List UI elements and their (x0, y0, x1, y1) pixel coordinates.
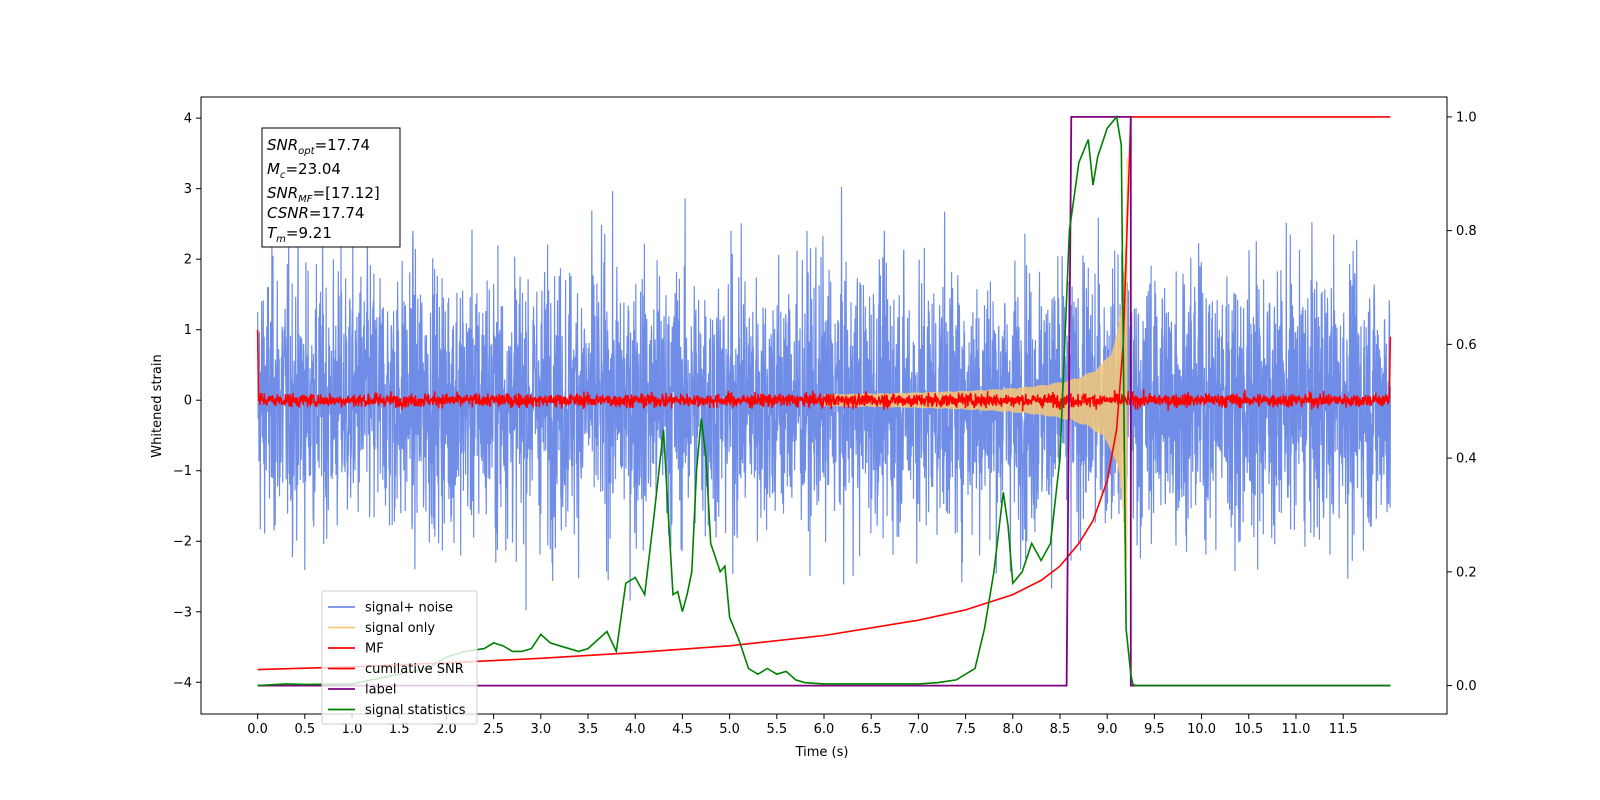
x-axis-label: Time (s) (795, 745, 849, 760)
y-tick-label: −1 (173, 464, 192, 479)
y-tick-label: −4 (173, 676, 192, 691)
y-tick-label: 1 (184, 323, 192, 338)
y2-tick-label: 1.0 (1456, 110, 1477, 125)
x-tick-label: 3.0 (530, 722, 551, 737)
annotation-tm: Tm=9.21 (267, 224, 332, 245)
x-tick-label: 5.0 (719, 722, 740, 737)
x-axis-ticks: 0.0 0.5 1.0 1.5 2.0 2.5 3.0 3.5 4.0 4.5 5.0 5.5 6.0 6… (247, 714, 1358, 737)
legend-entry: signal only (328, 621, 435, 636)
series-line-signal-noise (257, 186, 1391, 611)
x-tick-label: 1.5 (389, 722, 410, 737)
x-tick-label: 4.0 (625, 722, 646, 737)
legend-label: signal+ noise (365, 601, 453, 616)
x-tick-label: 1.0 (342, 722, 363, 737)
x-tick-label: 3.5 (578, 722, 599, 737)
y2-tick-label: 0.6 (1456, 338, 1477, 353)
x-tick-label: 6.0 (814, 722, 835, 737)
y-tick-label: 2 (184, 253, 192, 268)
legend-label: cumilative SNR (365, 662, 464, 677)
series-layer (256, 115, 1392, 687)
annotation-csnr: CSNR=17.74 (267, 204, 364, 222)
legend-entry: signal+ noise (328, 601, 453, 616)
x-tick-label: 2.5 (483, 722, 504, 737)
legend-entry: signal statistics (328, 703, 466, 718)
annotation-snr-mf: SNRMF=[17.12] (267, 184, 380, 205)
x-tick-label: 8.5 (1050, 722, 1071, 737)
y2-tick-label: 0.0 (1456, 679, 1477, 694)
x-tick-label: 4.5 (672, 722, 693, 737)
y2-tick-label: 0.4 (1456, 452, 1477, 467)
y-tick-label: 3 (184, 182, 192, 197)
y2-axis-ticks: 1.0 0.8 0.6 0.4 0.2 0.0 (1447, 110, 1477, 694)
legend-label: label (365, 683, 396, 698)
x-tick-label: 7.5 (955, 722, 976, 737)
x-tick-label: 9.0 (1097, 722, 1118, 737)
y-axis-label: Whitened strain (150, 354, 165, 457)
legend-label: signal only (365, 621, 435, 636)
y-tick-label: 4 (184, 112, 192, 127)
y-tick-label: −3 (173, 605, 192, 620)
annotation-snr-opt: SNRopt=17.74 (267, 136, 370, 157)
series-line-cumulative-snr (257, 116, 1391, 671)
x-tick-label: 0.5 (294, 722, 315, 737)
x-tick-label: 8.0 (1002, 722, 1023, 737)
x-tick-label: 10.5 (1234, 722, 1263, 737)
x-tick-label: 5.5 (766, 722, 787, 737)
x-tick-label: 6.5 (861, 722, 882, 737)
legend-entry: label (328, 683, 396, 698)
y-axis-ticks: 4 3 2 1 0 −1 −2 −3 −4 (173, 112, 201, 691)
annotation-mc: Mc=23.04 (267, 160, 341, 181)
series-line-signal-only (823, 157, 1128, 611)
legend: signal+ noise signal only MF cumilative SNR… (321, 590, 478, 725)
x-tick-label: 7.0 (908, 722, 929, 737)
annotation-box: SNRopt=17.74 Mc=23.04 SNRMF=[17.12] CSNR… (261, 127, 401, 248)
y-tick-label: 0 (184, 394, 192, 409)
legend-label: MF (365, 642, 384, 657)
legend-frame (321, 590, 478, 725)
series-line-signal-statistics (257, 115, 1391, 687)
legend-entry: MF (328, 642, 384, 657)
x-tick-label: 9.5 (1144, 722, 1165, 737)
x-tick-label: 11.0 (1281, 722, 1310, 737)
legend-entry: cumilative SNR (328, 662, 464, 677)
x-tick-label: 0.0 (247, 722, 268, 737)
x-tick-label: 2.0 (436, 722, 457, 737)
x-tick-label: 10.0 (1187, 722, 1216, 737)
y2-tick-label: 0.8 (1456, 224, 1477, 239)
x-tick-label: 11.5 (1329, 722, 1358, 737)
legend-label: signal statistics (365, 703, 466, 718)
y2-tick-label: 0.2 (1456, 565, 1477, 580)
series-line-mf (256, 329, 1392, 412)
y-tick-label: −2 (173, 535, 192, 550)
